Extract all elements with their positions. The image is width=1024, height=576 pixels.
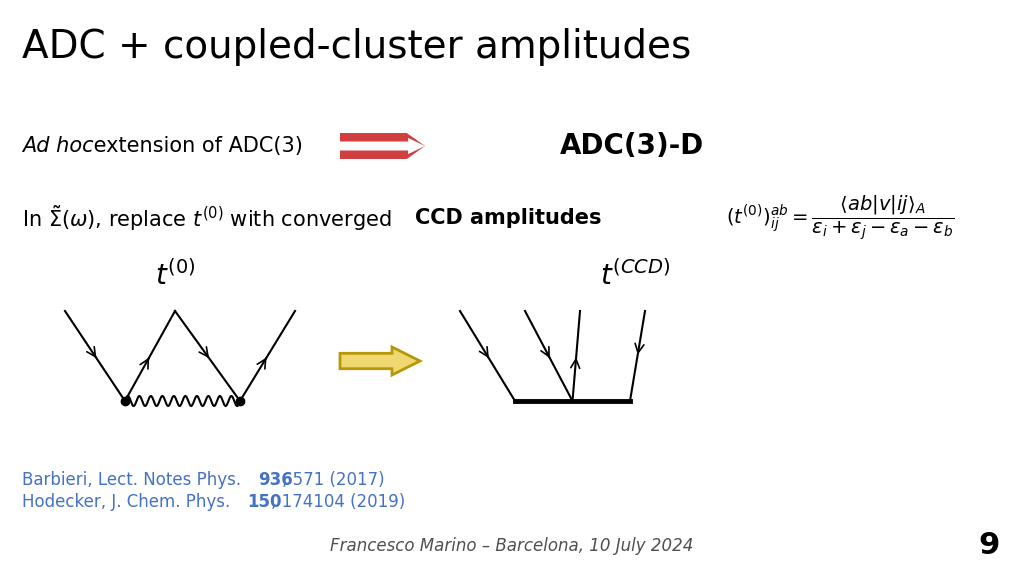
Text: Ad hoc: Ad hoc <box>22 136 93 156</box>
Text: Hodecker, J. Chem. Phys.: Hodecker, J. Chem. Phys. <box>22 493 236 511</box>
Text: 936: 936 <box>258 471 293 489</box>
FancyArrow shape <box>340 347 420 375</box>
Text: $t^{(CCD)}$: $t^{(CCD)}$ <box>600 261 670 291</box>
FancyArrow shape <box>340 138 425 154</box>
Text: 9: 9 <box>979 532 1000 560</box>
Text: , 174104 (2019): , 174104 (2019) <box>271 493 406 511</box>
Text: 150: 150 <box>247 493 282 511</box>
Text: Barbieri, Lect. Notes Phys.: Barbieri, Lect. Notes Phys. <box>22 471 247 489</box>
Text: CCD amplitudes: CCD amplitudes <box>415 208 601 228</box>
Text: , 571 (2017): , 571 (2017) <box>282 471 385 489</box>
FancyArrow shape <box>340 133 425 159</box>
Text: $(t^{(0)})_{ij}^{ab} = \dfrac{\langle ab|v|ij\rangle_A}{\epsilon_i + \epsilon_j : $(t^{(0)})_{ij}^{ab} = \dfrac{\langle ab… <box>726 194 954 242</box>
Text: Francesco Marino – Barcelona, 10 July 2024: Francesco Marino – Barcelona, 10 July 20… <box>331 537 693 555</box>
Text: ADC(3)-D: ADC(3)-D <box>560 132 705 160</box>
Text: In $\tilde{\Sigma}(\omega)$, replace $t^{(0)}$ with converged: In $\tilde{\Sigma}(\omega)$, replace $t^… <box>22 203 393 233</box>
Text: ADC + coupled-cluster amplitudes: ADC + coupled-cluster amplitudes <box>22 28 691 66</box>
Text: extension of ADC(3): extension of ADC(3) <box>87 136 303 156</box>
Text: $t^{(0)}$: $t^{(0)}$ <box>155 261 196 291</box>
